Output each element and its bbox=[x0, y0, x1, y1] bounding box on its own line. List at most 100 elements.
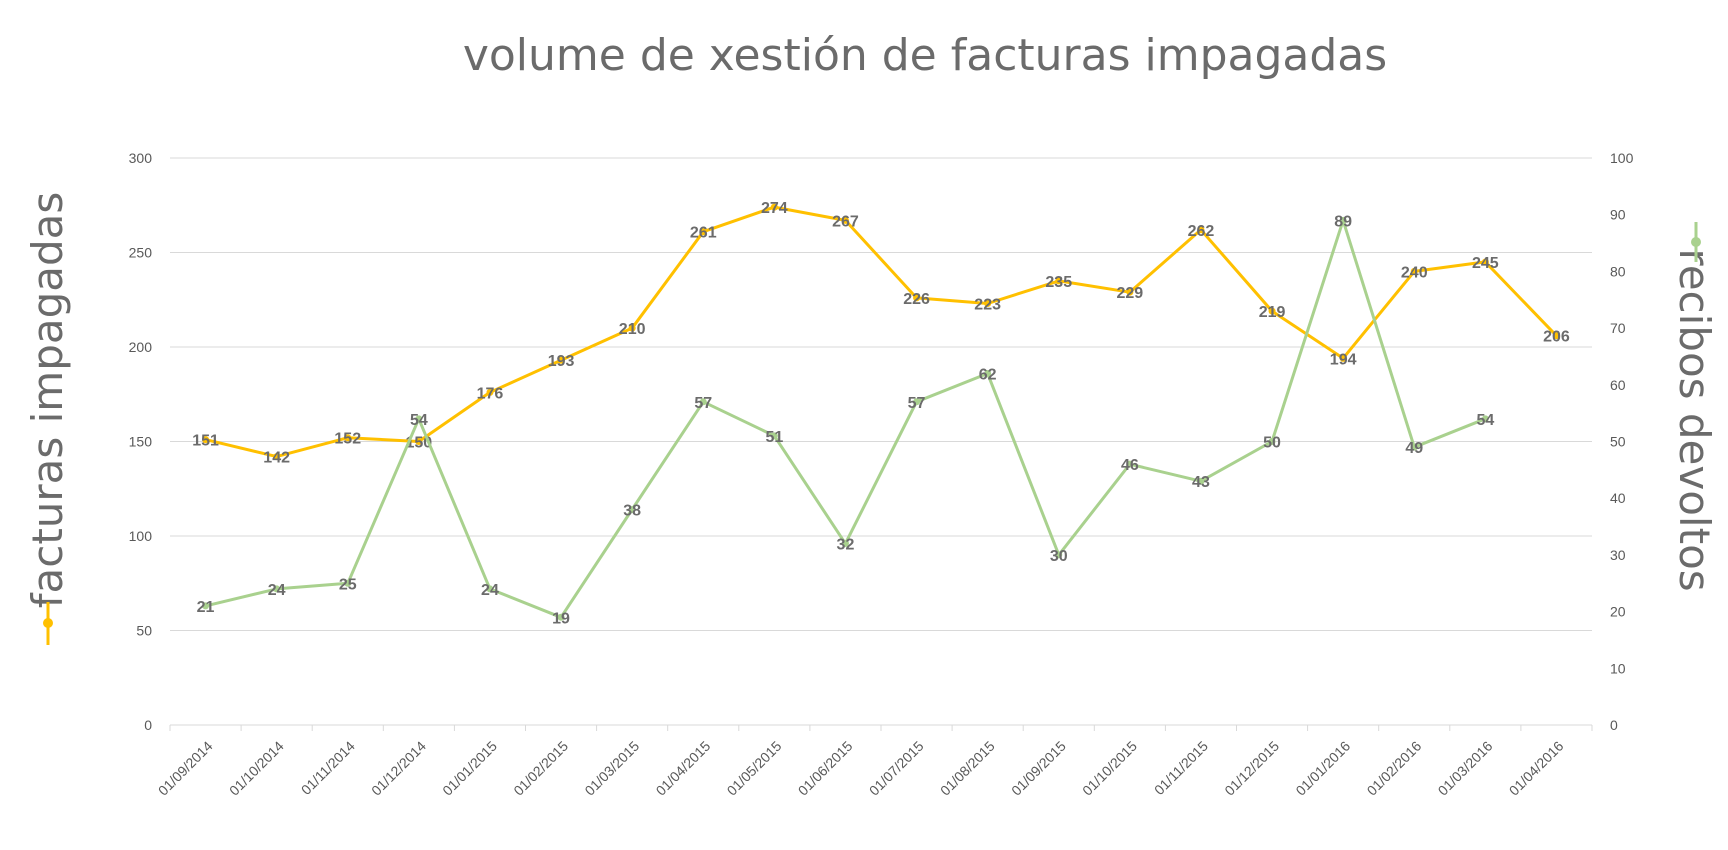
data-label-facturas: 274 bbox=[761, 200, 788, 217]
data-point-recibos bbox=[486, 585, 494, 593]
y-tick-label: 100 bbox=[129, 528, 153, 544]
data-label-recibos: 21 bbox=[197, 599, 215, 616]
x-tick-label: 01/11/2014 bbox=[298, 738, 358, 798]
data-point-facturas bbox=[770, 203, 778, 211]
data-point-facturas bbox=[841, 216, 849, 224]
data-point-facturas bbox=[1481, 258, 1489, 266]
x-tick-label: 01/09/2015 bbox=[1008, 738, 1069, 799]
x-tick-label: 01/12/2014 bbox=[368, 738, 429, 799]
data-label-recibos: 30 bbox=[1050, 548, 1068, 565]
data-label-facturas: 152 bbox=[334, 431, 361, 448]
legend-marker-recibos bbox=[1691, 237, 1701, 247]
data-label-facturas: 262 bbox=[1188, 223, 1215, 240]
y2-tick-label: 70 bbox=[1610, 320, 1626, 336]
data-point-facturas bbox=[557, 356, 565, 364]
y-tick-label: 250 bbox=[129, 245, 153, 261]
data-point-recibos bbox=[1481, 415, 1489, 423]
data-point-facturas bbox=[699, 228, 707, 236]
x-tick-label: 01/11/2015 bbox=[1151, 738, 1211, 798]
y2-tick-label: 40 bbox=[1610, 490, 1626, 506]
data-point-recibos bbox=[770, 432, 778, 440]
y2-tick-label: 30 bbox=[1610, 547, 1626, 563]
y2-tick-label: 0 bbox=[1610, 717, 1618, 733]
data-label-recibos: 24 bbox=[268, 582, 286, 599]
data-label-recibos: 57 bbox=[908, 395, 926, 412]
y2-axis-title: recibos devoltos bbox=[1670, 248, 1719, 591]
data-label-recibos: 24 bbox=[481, 582, 499, 599]
data-label-recibos: 50 bbox=[1263, 435, 1281, 452]
x-tick-label: 01/03/2015 bbox=[581, 738, 642, 799]
data-label-recibos: 54 bbox=[1476, 412, 1494, 429]
data-point-recibos bbox=[202, 602, 210, 610]
data-point-recibos bbox=[557, 613, 565, 621]
x-tick-label: 01/04/2016 bbox=[1506, 738, 1567, 799]
data-point-facturas bbox=[1126, 288, 1134, 296]
data-point-recibos bbox=[1197, 477, 1205, 485]
data-label-recibos: 25 bbox=[339, 576, 357, 593]
data-label-recibos: 49 bbox=[1405, 440, 1423, 457]
data-point-facturas bbox=[1339, 354, 1347, 362]
y2-tick-label: 80 bbox=[1610, 263, 1626, 279]
data-label-recibos: 57 bbox=[694, 395, 712, 412]
y-tick-label: 300 bbox=[129, 150, 153, 166]
data-point-recibos bbox=[1339, 216, 1347, 224]
y-tick-label: 0 bbox=[144, 717, 152, 733]
data-label-recibos: 32 bbox=[837, 537, 855, 554]
data-point-recibos bbox=[273, 585, 281, 593]
series-line-recibos bbox=[205, 218, 1486, 619]
x-tick-label: 01/01/2016 bbox=[1292, 738, 1353, 799]
data-point-facturas bbox=[1197, 226, 1205, 234]
y2-tick-label: 90 bbox=[1610, 207, 1626, 223]
data-label-recibos: 19 bbox=[552, 610, 570, 627]
data-point-recibos bbox=[913, 398, 921, 406]
data-point-facturas bbox=[1552, 332, 1560, 340]
x-tick-label: 01/12/2015 bbox=[1221, 738, 1282, 799]
data-label-recibos: 46 bbox=[1121, 457, 1139, 474]
data-label-facturas: 240 bbox=[1401, 264, 1428, 281]
data-point-recibos bbox=[415, 415, 423, 423]
data-point-recibos bbox=[344, 579, 352, 587]
x-tick-label: 01/05/2015 bbox=[724, 738, 785, 799]
data-label-facturas: 151 bbox=[192, 433, 219, 450]
data-point-facturas bbox=[1268, 307, 1276, 315]
data-point-recibos bbox=[699, 398, 707, 406]
chart-title: volume de xestión de facturas impagadas bbox=[463, 30, 1387, 81]
x-tick-label: 01/10/2014 bbox=[226, 738, 287, 799]
y2-tick-label: 100 bbox=[1610, 150, 1634, 166]
data-label-facturas: 210 bbox=[619, 321, 646, 338]
data-label-facturas: 223 bbox=[974, 297, 1001, 314]
data-label-facturas: 229 bbox=[1116, 285, 1143, 302]
data-label-facturas: 194 bbox=[1330, 351, 1357, 368]
data-point-recibos bbox=[1268, 438, 1276, 445]
x-tick-label: 01/03/2016 bbox=[1435, 738, 1496, 799]
series-line-facturas bbox=[205, 205, 1558, 459]
data-point-recibos bbox=[1410, 443, 1418, 451]
x-tick-label: 01/06/2015 bbox=[795, 738, 856, 799]
x-tick-label: 01/02/2015 bbox=[510, 738, 571, 799]
y-tick-label: 150 bbox=[129, 434, 153, 450]
data-label-facturas: 142 bbox=[263, 450, 290, 467]
data-point-facturas bbox=[202, 436, 210, 444]
y-tick-label: 50 bbox=[136, 623, 152, 639]
data-point-facturas bbox=[1410, 267, 1418, 275]
y2-tick-label: 10 bbox=[1610, 660, 1626, 676]
y2-tick-label: 60 bbox=[1610, 377, 1626, 393]
x-tick-label: 01/02/2016 bbox=[1364, 738, 1425, 799]
data-point-recibos bbox=[1055, 551, 1063, 559]
data-label-recibos: 38 bbox=[623, 503, 641, 520]
data-label-recibos: 51 bbox=[765, 429, 783, 446]
data-label-facturas: 245 bbox=[1472, 255, 1499, 272]
data-label-facturas: 267 bbox=[832, 213, 859, 230]
data-point-recibos bbox=[1126, 460, 1134, 468]
x-tick-label: 01/09/2014 bbox=[155, 738, 216, 799]
data-point-facturas bbox=[1055, 277, 1063, 285]
data-label-facturas: 226 bbox=[903, 291, 930, 308]
data-label-recibos: 62 bbox=[979, 366, 997, 383]
data-point-facturas bbox=[415, 438, 423, 445]
legend-marker-facturas bbox=[43, 618, 53, 628]
x-tick-label: 01/04/2015 bbox=[653, 738, 714, 799]
data-point-facturas bbox=[913, 294, 921, 302]
data-point-recibos bbox=[841, 540, 849, 548]
